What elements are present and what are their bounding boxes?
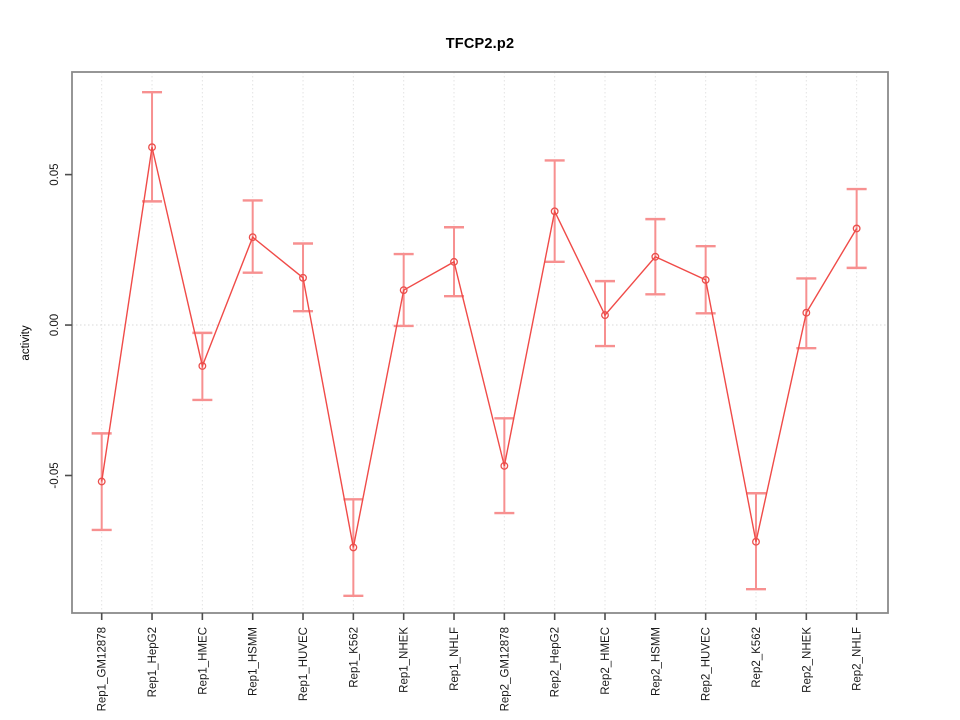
x-tick-label: Rep2_NHEK	[801, 627, 813, 693]
x-tick-label: Rep2_HepG2	[550, 627, 562, 697]
x-tick-label: Rep2_K562	[751, 627, 763, 688]
x-tick-label: Rep1_HepG2	[147, 627, 159, 697]
x-tick-label: Rep1_GM12878	[97, 627, 109, 711]
data-point	[299, 273, 307, 282]
x-tick-label: Rep1_HMEC	[197, 627, 209, 695]
x-tick-label: Rep2_HUVEC	[701, 627, 713, 701]
data-point	[752, 537, 760, 546]
data-point	[349, 543, 358, 552]
y-tick-label: 0.00	[49, 314, 61, 336]
data-point	[802, 308, 811, 317]
data-point	[248, 233, 257, 242]
y-tick-label: -0.05	[49, 462, 61, 488]
data-point	[500, 461, 509, 470]
data-point	[97, 477, 106, 486]
x-tick-label: Rep2_HMEC	[600, 627, 612, 695]
data-point	[399, 286, 408, 295]
data-point	[601, 311, 609, 320]
data-point	[701, 275, 710, 284]
chart-title: TFCP2.p2	[445, 36, 515, 52]
data-point	[651, 252, 660, 261]
x-tick-label: Rep1_NHLF	[449, 627, 461, 691]
plot-border	[71, 71, 889, 614]
x-tick-label: Rep1_NHEK	[399, 627, 411, 693]
data-point	[450, 257, 458, 266]
series-line	[101, 147, 858, 548]
x-tick-label: Rep2_GM12878	[499, 627, 511, 711]
x-tick-label: Rep1_HSMM	[248, 627, 260, 696]
data-point	[852, 224, 861, 233]
x-tick-label: Rep1_K562	[348, 627, 360, 688]
x-tick-label: Rep2_HSMM	[650, 627, 662, 696]
data-point	[148, 143, 156, 152]
x-tick-label: Rep2_NHLF	[852, 627, 864, 691]
data-point	[550, 207, 559, 216]
y-tick-label: 0.05	[49, 163, 61, 185]
x-tick-label: Rep1_HUVEC	[298, 627, 310, 701]
data-point	[198, 362, 207, 370]
